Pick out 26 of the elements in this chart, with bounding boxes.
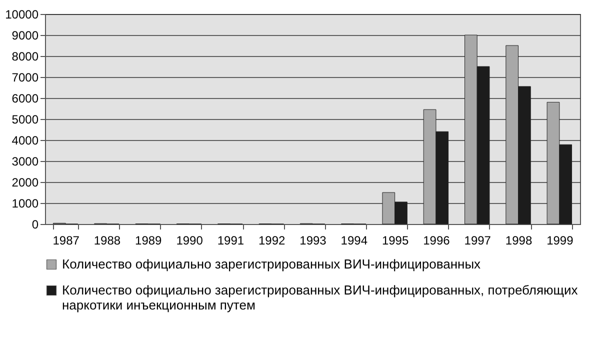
x-tick-label: 1996 (423, 234, 450, 248)
y-tick-label: 6000 (12, 92, 39, 106)
x-tick-label: 1999 (546, 234, 574, 248)
x-tick-label: 1994 (340, 234, 368, 248)
x-tick-label: 1995 (382, 234, 409, 248)
y-tick-label: 2000 (12, 176, 39, 190)
x-tick-label: 1990 (176, 234, 204, 248)
x-tick-label: 1998 (505, 234, 532, 248)
x-tick-label: 1991 (217, 234, 244, 248)
x-tick-label: 1993 (300, 234, 327, 248)
x-tick-label: 1988 (94, 234, 121, 248)
x-tick-label: 1997 (464, 234, 492, 248)
x-tick-label: 1989 (135, 234, 162, 248)
x-tick-label: 1992 (258, 234, 286, 248)
y-tick-label: 1000 (12, 196, 39, 210)
y-tick-label: 7000 (12, 70, 39, 84)
y-tick-label: 10000 (5, 8, 39, 22)
y-tick-label: 9000 (12, 28, 39, 42)
y-tick-label: 4000 (12, 134, 39, 148)
x-tick-label: 1987 (52, 234, 80, 248)
y-tick-label: 3000 (12, 154, 39, 168)
y-tick-label: 8000 (12, 50, 39, 64)
legend-label: Количество официально зарегистрированных ВИЧ-инфицированных (62, 256, 482, 272)
y-tick-label: 0 (32, 218, 39, 232)
legend-label: Количество официально зарегистрированных ВИЧ-инфицированных, потребляющих наркотики инъекционным путем (62, 282, 578, 312)
y-tick-label: 5000 (12, 112, 39, 126)
